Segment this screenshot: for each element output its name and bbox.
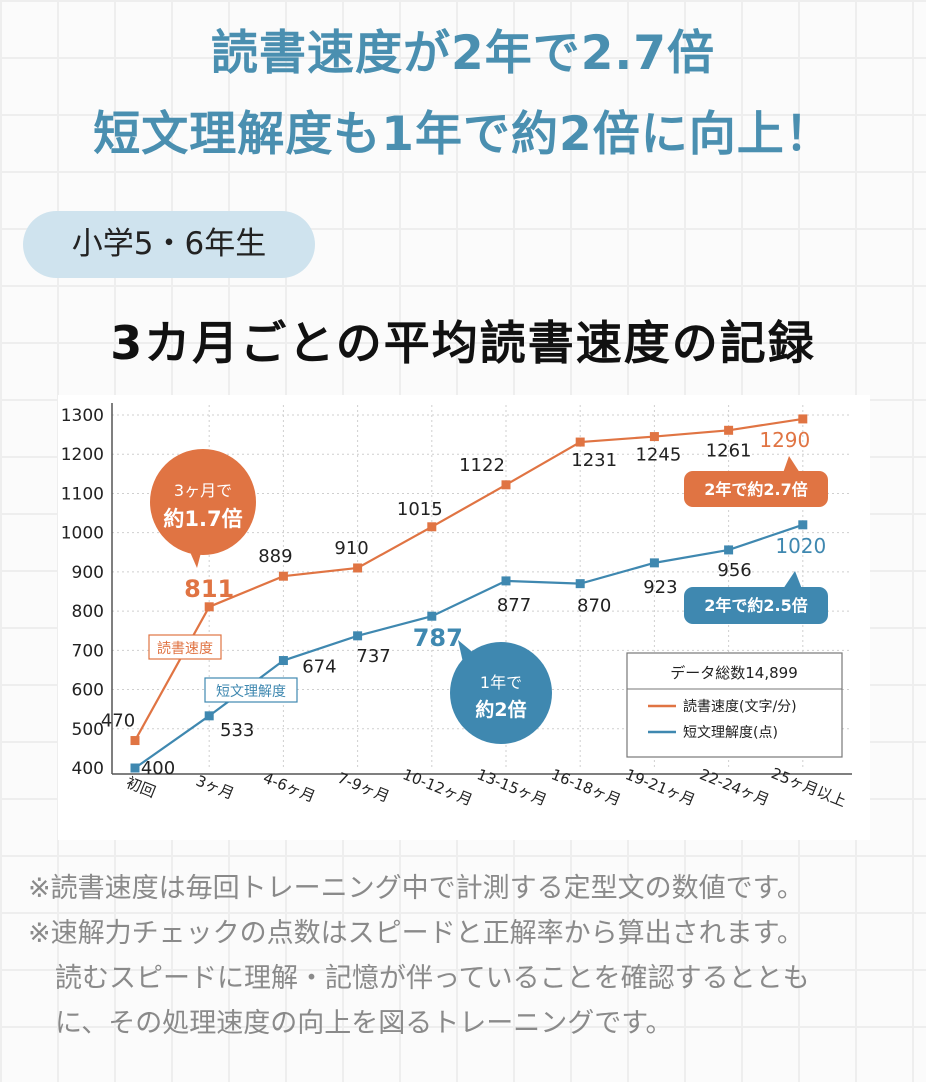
comprehension-year-bubble-text: 1年で [480,673,522,692]
footnote-2-cont-1: 読むスピードに理解・記憶が伴っていることを確認するととも [55,963,810,994]
reading-speed-data-label: 1015 [397,499,443,520]
comprehension-2year-callout-text: 2年で約2.5倍 [704,596,807,615]
comprehension-tag-label: 短文理解度 [216,684,286,700]
y-tick-label: 1100 [61,484,104,504]
reading-speed-data-label: 889 [258,546,292,567]
reading-speed-point [204,602,214,612]
headline-line-2: 短文理解度も1年で約2倍に向上！ [93,107,833,162]
y-tick-label: 1000 [61,524,104,544]
y-tick-label: 400 [72,759,104,779]
speed-2year-callout-text: 2年で約2.7倍 [704,480,807,499]
comprehension-point [353,631,363,641]
reading-speed-point [353,563,363,573]
legend-entry: 短文理解度(点) [683,725,778,741]
speed-3month-bubble-text: 約1.7倍 [163,507,242,531]
grade-badge: 小学5・6年生 [23,211,315,278]
reading-speed-data-label: 910 [334,538,368,559]
comprehension-2year-callout [684,587,828,624]
reading-speed-data-label: 811 [184,575,234,603]
comprehension-point [204,711,214,721]
comprehension-data-label: 870 [577,596,611,617]
footnote-2: ※速解力チェックの点数はスピードと正解率から算出されます。 [28,918,804,949]
reading-speed-point [575,437,585,447]
comprehension-data-label: 674 [302,657,336,678]
y-tick-label: 1200 [61,445,104,465]
speed-3month-bubble [150,449,256,555]
reading-speed-point [427,522,437,532]
comprehension-point [130,763,140,773]
chart-title: 3カ月ごとの平均読書速度の記録 [110,316,816,370]
speed-2year-callout [684,471,828,507]
comprehension-point [575,579,585,589]
y-tick-label: 1300 [61,406,104,426]
reading-speed-point [130,736,140,746]
legend-entry: 読書速度(文字/分) [683,698,797,715]
callout-pointer [783,456,800,473]
comprehension-year-bubble-text: 約2倍 [475,698,526,721]
reading-speed-line [134,417,803,742]
y-tick-label: 900 [72,563,104,583]
comprehension-data-label: 737 [356,646,390,667]
legend-header: データ総数14,899 [670,664,798,682]
reading-speed-data-label: 1290 [759,428,810,452]
reading-speed-data-label: 1231 [571,450,617,471]
reading-speed-point [724,425,734,435]
comprehension-data-label: 1020 [775,534,826,558]
comprehension-point [427,611,437,621]
comprehension-point [724,545,734,555]
y-tick-label: 600 [72,681,104,701]
comprehension-tag [204,677,298,703]
reading-speed-point [798,414,808,424]
comprehension-data-label: 533 [220,720,254,741]
footnotes: ※読書速度は毎回トレーニング中で計測する定型文の数値です。 ※速解力チェックの点… [28,866,918,1046]
footnote-1: ※読書速度は毎回トレーニング中で計測する定型文の数値です。 [28,873,804,904]
comprehension-year-bubble [450,642,552,744]
reading-speed-tag-label: 読書速度 [157,640,213,657]
reading-speed-data-label: 1245 [635,445,681,466]
comprehension-data-label: 787 [413,624,463,652]
y-tick-label: 800 [72,602,104,622]
headline-line-1: 読書速度が2年で2.7倍 [211,26,715,81]
comprehension-point [649,558,659,568]
comprehension-data-label: 923 [643,577,677,598]
comprehension-data-label: 400 [141,758,175,779]
speed-3month-bubble-text: 3ヶ月で [174,481,232,500]
y-tick-label: 700 [72,641,104,661]
reading-speed-data-label: 1261 [706,440,752,461]
comprehension-point [501,576,511,586]
comprehension-data-label: 956 [717,560,751,581]
comprehension-data-label: 877 [497,595,531,616]
footnote-2-cont-2: に、その処理速度の向上を図るトレーニングです。 [55,1008,673,1039]
comprehension-point [278,656,288,666]
reading-speed-point [649,432,659,442]
reading-speed-point [501,480,511,490]
reading-speed-data-label: 470 [101,711,135,732]
comprehension-point [798,520,808,530]
reading-speed-data-label: 1122 [459,455,505,476]
reading-speed-tag [148,634,222,660]
reading-speed-point [278,571,288,581]
y-tick-label: 500 [72,720,104,740]
callout-pointer [783,571,802,589]
